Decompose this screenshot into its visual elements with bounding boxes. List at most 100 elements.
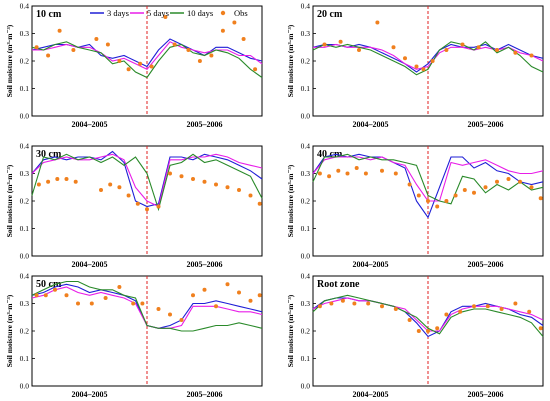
chart-panel-6: 0.0 0.1 0.2 0.3 0.4 Soil moisture (m³·m⁻³) 200… <box>286 272 544 399</box>
obs-point <box>430 59 435 63</box>
obs-point <box>163 15 168 19</box>
y-tick-label: 0.1 <box>301 84 311 93</box>
obs-point <box>34 45 39 50</box>
obs-point <box>380 168 384 173</box>
obs-point <box>126 193 131 198</box>
legend-label: 3 days <box>107 8 129 18</box>
obs-point <box>529 185 534 190</box>
chart-panel-1: 0.0 0.1 0.2 0.3 0.4 Soil moisture (m³·m⁻³) 200… <box>5 2 263 129</box>
obs-point <box>57 28 62 33</box>
obs-point <box>156 204 161 209</box>
obs-point <box>140 301 145 306</box>
y-tick-label: 0.3 <box>20 299 30 308</box>
obs-point <box>363 171 368 176</box>
chart-panel-3: 0.0 0.1 0.2 0.3 0.4 Soil moisture (m³·m⁻³) 200… <box>5 142 263 269</box>
obs-point <box>506 177 511 181</box>
obs-point <box>538 196 543 201</box>
obs-point <box>462 188 467 192</box>
series-line-10-days <box>312 153 544 205</box>
obs-point <box>435 204 440 209</box>
series-line-10-days <box>312 41 544 76</box>
obs-point <box>214 304 218 309</box>
period-label: 2005–2006 <box>468 120 504 129</box>
obs-point <box>317 171 322 176</box>
obs-point <box>43 293 48 298</box>
y-axis-label: Soil moisture (m³·m⁻³) <box>286 164 295 237</box>
y-tick-label: 0.4 <box>301 272 311 281</box>
obs-point <box>407 318 412 322</box>
panel-title: 20 cm <box>317 9 343 20</box>
obs-point <box>483 185 488 190</box>
obs-point <box>414 64 419 69</box>
obs-point <box>458 309 463 314</box>
obs-point <box>322 42 327 47</box>
obs-point <box>538 326 543 331</box>
obs-point <box>472 304 476 309</box>
obs-point <box>71 48 76 52</box>
series-line-5-days <box>31 153 263 208</box>
chart-panel-2: 0.0 0.1 0.2 0.3 0.4 Soil moisture (m³·m⁻³) 200… <box>286 2 544 129</box>
y-tick-label: 0.0 <box>301 252 311 261</box>
period-label: 2005–2006 <box>468 390 504 399</box>
obs-point <box>186 48 191 52</box>
y-tick-label: 0.4 <box>20 2 30 11</box>
series-line-10-days <box>31 280 263 332</box>
y-tick-label: 0.4 <box>301 142 311 151</box>
obs-point <box>172 42 177 47</box>
obs-point <box>135 201 140 206</box>
y-tick-label: 0.2 <box>301 197 311 206</box>
obs-point <box>416 193 421 198</box>
obs-point <box>352 301 357 306</box>
obs-point <box>99 188 103 192</box>
y-tick-label: 0.1 <box>301 224 311 233</box>
obs-point <box>73 179 78 184</box>
obs-point <box>214 182 218 187</box>
obs-point <box>34 293 39 298</box>
period-label: 2005–2006 <box>468 260 504 269</box>
obs-point <box>257 201 262 206</box>
panel-title: 50 cm <box>36 279 62 290</box>
obs-point <box>156 307 161 311</box>
panel-title: 30 cm <box>36 149 62 160</box>
obs-point <box>94 37 99 41</box>
obs-point <box>495 179 499 184</box>
y-tick-label: 0.2 <box>20 57 30 66</box>
obs-point <box>393 307 398 311</box>
obs-point <box>460 42 465 47</box>
obs-point <box>64 177 69 181</box>
panel-title: 40 cm <box>317 149 343 160</box>
period-label: 2004–2005 <box>72 120 108 129</box>
y-tick-label: 0.3 <box>301 299 311 308</box>
obs-point <box>117 59 122 63</box>
obs-point <box>126 67 131 72</box>
y-tick-label: 0.2 <box>20 327 30 336</box>
obs-point <box>145 207 149 212</box>
obs-point <box>513 50 518 55</box>
y-tick-label: 0.4 <box>301 2 311 11</box>
obs-point <box>444 199 449 203</box>
y-tick-label: 0.0 <box>301 112 311 121</box>
y-tick-label: 0.1 <box>20 84 30 93</box>
obs-point <box>55 177 60 181</box>
series-line-3-days <box>31 150 263 208</box>
chart-panel-4: 0.0 0.1 0.2 0.3 0.4 Soil moisture (m³·m⁻³) 200… <box>286 142 544 269</box>
obs-point <box>202 179 207 184</box>
obs-point <box>354 166 359 170</box>
period-label: 2004–2005 <box>353 120 389 129</box>
obs-point <box>76 301 80 306</box>
obs-point <box>426 329 430 333</box>
obs-point <box>380 304 384 309</box>
obs-point <box>89 301 94 306</box>
obs-point <box>237 290 241 295</box>
y-tick-label: 0.1 <box>20 224 30 233</box>
obs-point <box>529 53 534 58</box>
obs-point <box>131 301 136 306</box>
obs-point <box>257 293 262 298</box>
obs-point <box>444 312 449 317</box>
obs-point <box>338 39 343 44</box>
y-axis-label: Soil moisture (m³·m⁻³) <box>286 294 295 367</box>
period-label: 2004–2005 <box>72 260 108 269</box>
obs-point <box>357 48 361 52</box>
obs-point <box>375 20 380 25</box>
